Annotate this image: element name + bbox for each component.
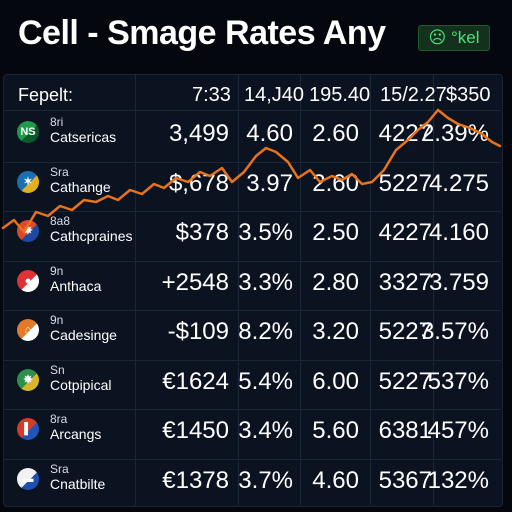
row-divider — [3, 211, 501, 212]
table-cell: 6.00 — [312, 367, 359, 395]
header-column-1[interactable]: 7:33 — [192, 84, 231, 106]
table-cell: 3.7% — [238, 466, 293, 494]
table-cell: 3.4% — [238, 417, 293, 444]
table-cell: 5227 — [378, 367, 432, 395]
table-cell: $,678 — [168, 169, 229, 197]
table-cell: 3.57% — [420, 318, 489, 345]
flag-glyph: ● — [24, 274, 32, 287]
table-cell: €1624 — [162, 367, 229, 395]
row-divider — [3, 359, 501, 361]
page-title: Cell - Smage Rates Any — [18, 14, 386, 52]
flag-icon: NS — [17, 121, 39, 143]
row-name[interactable]: Cathange — [50, 178, 111, 195]
row-name[interactable]: Arcangs — [50, 426, 102, 442]
flag-icon: ▬ — [17, 467, 39, 490]
row-name[interactable]: Anthaca — [50, 277, 102, 294]
table-cell: 4.60 — [312, 466, 359, 494]
flag-glyph: ✶ — [23, 175, 33, 188]
table-cell: 2.60 — [312, 169, 359, 197]
column-divider — [135, 74, 136, 505]
header-column-2[interactable]: 14,J40 — [244, 84, 305, 106]
table-cell: 4.275 — [428, 169, 489, 197]
row-divider — [3, 260, 501, 262]
flag-icon: ✶ — [17, 170, 39, 193]
row-code: 9n — [50, 263, 64, 278]
status-badge[interactable]: ☹ °kel — [418, 25, 490, 51]
table-cell: +2548 — [161, 268, 229, 296]
row-code: Sra — [50, 164, 69, 179]
flag-glyph: ⌂ — [24, 324, 32, 336]
table-cell: 8.2% — [238, 318, 293, 345]
row-code: Sn — [50, 362, 65, 377]
header-column-5[interactable]: $350 — [446, 84, 491, 106]
row-code: 8a8 — [50, 214, 71, 228]
row-divider — [3, 161, 501, 163]
flag-glyph: ▌ — [24, 423, 32, 435]
column-divider — [370, 74, 371, 505]
header-first-column: Fepelt: — [18, 85, 74, 105]
flag-icon: ● — [17, 269, 39, 292]
table-cell: -$109 — [167, 318, 229, 345]
row-code: 8ri — [50, 115, 64, 129]
row-name[interactable]: Catsericas — [50, 129, 117, 145]
table-cell: 4.160 — [428, 219, 489, 246]
table-cell: 132% — [427, 466, 489, 494]
table-cell: 2.60 — [312, 120, 359, 147]
table-cell: 5227 — [378, 318, 432, 345]
row-name[interactable]: Cotpipical — [50, 376, 112, 393]
table-cell: €1378 — [162, 466, 229, 494]
flag-icon: ▌ — [17, 418, 39, 440]
flag-icon: ✸ — [17, 368, 39, 391]
table-cell: 3.759 — [428, 268, 489, 296]
table-cell: 5.4% — [238, 367, 293, 395]
table-cell: 2.80 — [312, 268, 359, 296]
table-cell: 537% — [427, 367, 489, 395]
table-cell: €1450 — [162, 417, 229, 444]
table-cell: 5367 — [378, 466, 432, 494]
row-divider — [3, 409, 501, 410]
flag-icon: ⌂ — [17, 319, 39, 341]
table-cell: 2.39% — [420, 120, 489, 147]
row-divider — [3, 458, 501, 460]
flag-glyph: ▬ — [22, 472, 34, 485]
table-cell: 5227 — [378, 169, 432, 197]
row-name[interactable]: Cathcpraines — [50, 228, 133, 244]
table-cell: 3327 — [378, 268, 432, 296]
table-cell: 3.97 — [246, 169, 293, 197]
table-cell: 4227 — [378, 219, 432, 246]
header-column-4[interactable]: 15/2.27 — [380, 84, 447, 106]
header-divider — [3, 110, 501, 111]
column-divider — [238, 74, 239, 505]
table-cell: 3,499 — [168, 120, 229, 147]
table-cell: $378 — [175, 219, 229, 246]
table-cell: 6381 — [378, 417, 432, 444]
row-divider — [3, 310, 501, 311]
row-code: Sra — [50, 461, 69, 476]
table-cell: 3.3% — [238, 268, 293, 296]
column-divider — [433, 74, 434, 505]
flag-glyph: ✵ — [23, 225, 33, 237]
flag-icon: ✵ — [17, 220, 39, 242]
row-code: 9n — [50, 313, 64, 327]
flag-glyph: NS — [20, 126, 36, 138]
header-column-3[interactable]: 195.40 — [309, 84, 371, 106]
table-cell: 3.5% — [238, 219, 293, 246]
row-code: 8ra — [50, 412, 68, 426]
row-name[interactable]: Cnatbilte — [50, 475, 106, 492]
table-cell: 3.20 — [312, 318, 359, 345]
column-divider — [300, 74, 301, 505]
flag-glyph: ✸ — [23, 373, 33, 386]
table-cell: 4.60 — [246, 120, 293, 147]
table-cell: 2.50 — [312, 219, 359, 246]
row-name[interactable]: Cadesinge — [50, 327, 117, 343]
table-cell: 457% — [427, 417, 489, 444]
table-cell: 5.60 — [312, 417, 359, 444]
